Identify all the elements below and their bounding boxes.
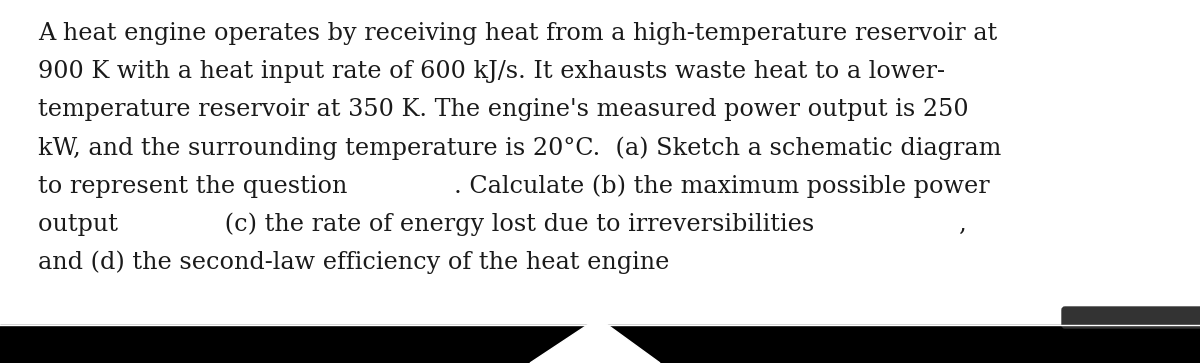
Text: output              (c) the rate of energy lost due to irreversibilities        : output (c) the rate of energy lost due t… [38, 212, 967, 236]
Text: and (d) the second-law efficiency of the heat engine: and (d) the second-law efficiency of the… [38, 250, 670, 274]
Text: 900 K with a heat input rate of 600 kJ/s. It exhausts waste heat to a lower-: 900 K with a heat input rate of 600 kJ/s… [38, 60, 946, 83]
FancyBboxPatch shape [1062, 307, 1200, 328]
Polygon shape [530, 318, 660, 363]
Text: A heat engine operates by receiving heat from a high-temperature reservoir at: A heat engine operates by receiving heat… [38, 22, 997, 45]
Polygon shape [0, 325, 1200, 363]
Text: kW, and the surrounding temperature is 20°C.  (a) Sketch a schematic diagram: kW, and the surrounding temperature is 2… [38, 136, 1001, 159]
Text: to represent the question              . Calculate (b) the maximum possible powe: to represent the question . Calculate (b… [38, 174, 990, 197]
Text: temperature reservoir at 350 K. The engine's measured power output is 250: temperature reservoir at 350 K. The engi… [38, 98, 968, 121]
